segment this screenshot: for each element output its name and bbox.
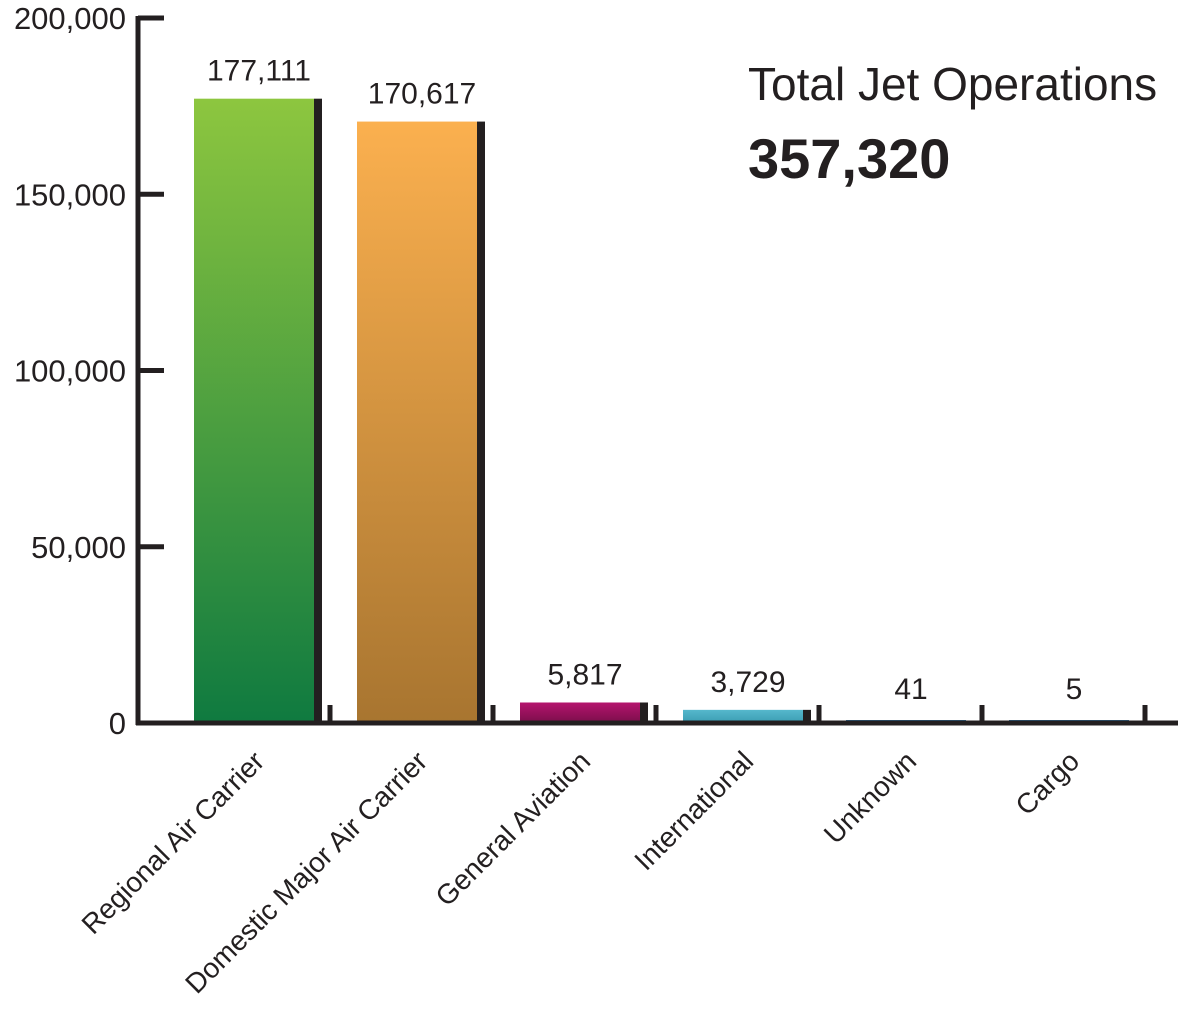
category-label: International bbox=[628, 745, 759, 876]
y-ticks: 0 50,000 100,000 150,000 200,000 bbox=[14, 1, 1148, 741]
value-label: 41 bbox=[894, 673, 927, 706]
bar-international bbox=[683, 709, 803, 723]
total-value: 357,320 bbox=[748, 127, 950, 190]
y-tick-label: 0 bbox=[109, 706, 126, 741]
category-label: Regional Air Carrier bbox=[76, 745, 271, 940]
value-labels: 177,111 170,617 5,817 3,729 41 5 bbox=[207, 55, 1082, 706]
bar-shadow bbox=[314, 98, 322, 724]
value-label: 170,617 bbox=[368, 78, 476, 111]
value-label: 5 bbox=[1066, 673, 1083, 706]
category-label: Cargo bbox=[1009, 745, 1085, 821]
bar-general-aviation bbox=[520, 702, 640, 723]
category-label: Unknown bbox=[818, 745, 922, 849]
bar-regional-air-carrier bbox=[194, 98, 314, 724]
bars-layer bbox=[194, 98, 1129, 724]
value-label: 5,817 bbox=[547, 658, 622, 691]
total-title: Total Jet Operations bbox=[748, 58, 1157, 110]
category-label: General Aviation bbox=[429, 745, 596, 912]
value-label: 177,111 bbox=[207, 55, 311, 88]
y-tick-label: 100,000 bbox=[14, 354, 126, 389]
bar-domestic-major-air-carrier bbox=[357, 121, 477, 723]
y-tick-label: 150,000 bbox=[14, 177, 126, 212]
bar-shadow bbox=[640, 702, 648, 723]
value-label: 3,729 bbox=[710, 666, 785, 699]
y-tick-label: 50,000 bbox=[31, 530, 126, 565]
bar-shadow bbox=[477, 121, 485, 723]
y-tick-label: 200,000 bbox=[14, 1, 126, 36]
bar-shadow bbox=[803, 709, 811, 723]
